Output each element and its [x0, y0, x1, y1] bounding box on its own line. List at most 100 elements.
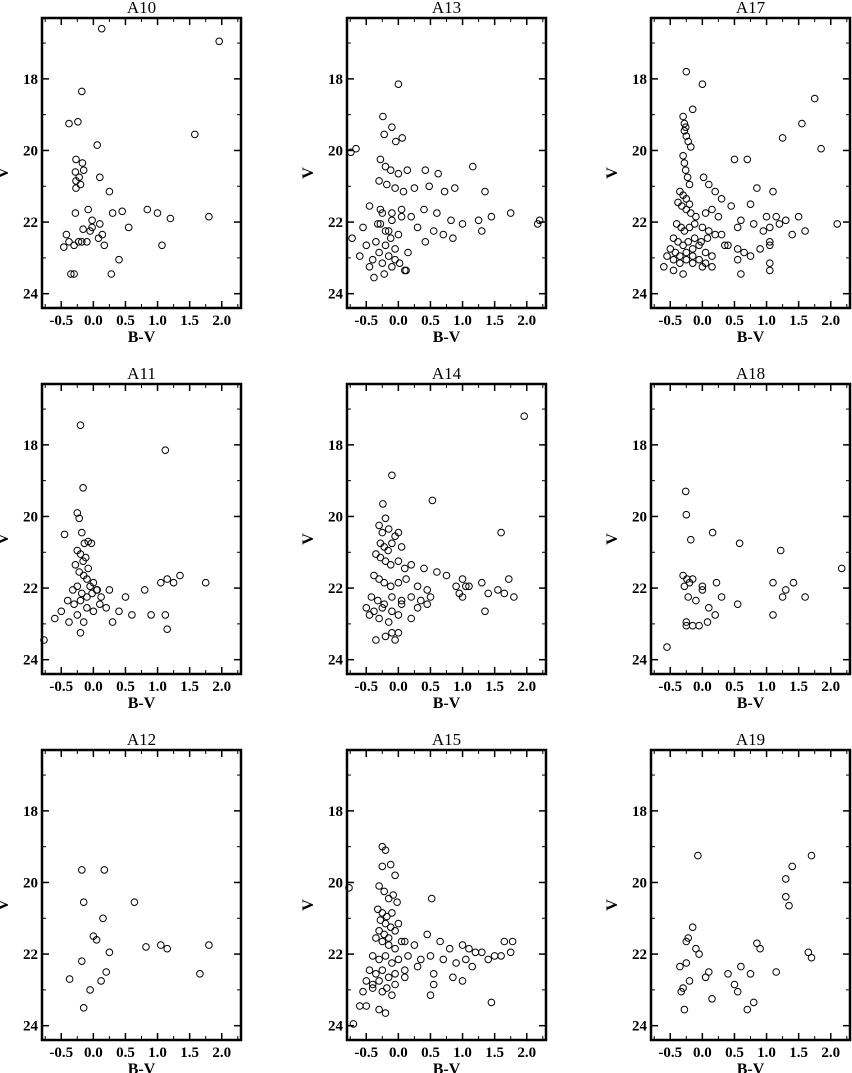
data-point [733, 255, 742, 264]
y-tick-label: 20 [23, 875, 38, 891]
data-point [753, 939, 761, 948]
data-point [429, 227, 438, 235]
data-point [375, 1005, 383, 1014]
data-point [694, 851, 702, 860]
x-axis-label: B-V [128, 329, 156, 346]
data-point [410, 941, 419, 949]
panel-a10: A10 -0.5 0.0 0.5 1.0 1.5 2.0 18 20 22 24 B-V V [0, 0, 243, 346]
data-point [420, 564, 428, 573]
data-point [692, 596, 700, 605]
data-point [683, 173, 692, 182]
y-tick-label: 22 [632, 947, 647, 963]
data-point [102, 968, 110, 976]
x-tick-label: 2.0 [821, 313, 840, 329]
data-point [688, 575, 697, 583]
data-point [92, 936, 101, 944]
data-point [500, 589, 509, 598]
data-point [391, 255, 399, 264]
data-point [766, 241, 774, 250]
data-point [817, 144, 825, 153]
data-point [51, 614, 59, 623]
x-tick-label: 0.0 [693, 679, 712, 695]
x-tick-label: 1.5 [789, 313, 808, 329]
data-point [766, 223, 774, 232]
data-point [196, 970, 204, 978]
data-point [676, 962, 684, 971]
data-point [105, 187, 114, 196]
data-point [703, 618, 712, 626]
data-point [88, 589, 96, 598]
data-point [394, 955, 403, 964]
data-point [367, 593, 376, 601]
data-point [782, 875, 790, 883]
data-point [669, 255, 678, 264]
x-tick-label: 2.0 [212, 679, 231, 695]
data-point [682, 205, 691, 214]
data-point [142, 943, 150, 951]
data-point [733, 223, 742, 232]
data-point [375, 882, 383, 890]
data-point [372, 636, 380, 644]
data-point [772, 212, 781, 221]
y-tick-label: 24 [328, 1019, 344, 1035]
data-point [712, 578, 721, 587]
data-point [749, 998, 758, 1007]
data-point [680, 119, 689, 128]
x-tick-label: 0.0 [389, 679, 408, 695]
data-point [78, 957, 86, 966]
x-tick-label: 0.0 [84, 679, 103, 695]
x-tick-label: 0.0 [693, 1045, 712, 1061]
data-point [733, 987, 742, 996]
data-point [743, 1005, 752, 1014]
y-tick-label: 20 [23, 143, 38, 159]
data-point [487, 998, 496, 1007]
y-axis-label: V [0, 533, 12, 545]
data-point [166, 214, 175, 223]
x-tick-label: 1.0 [148, 313, 167, 329]
data-point [78, 238, 86, 246]
data-point [115, 607, 123, 616]
data-point [368, 984, 377, 992]
data-point [72, 184, 80, 192]
data-point [74, 118, 82, 126]
data-point [386, 234, 395, 242]
data-point [102, 604, 110, 612]
x-tick-label: 1.0 [453, 679, 472, 695]
data-point [660, 263, 668, 271]
x-tick-label: 1.5 [485, 313, 504, 329]
x-tick-label: 0.0 [693, 313, 712, 329]
data-point [682, 618, 691, 626]
data-point [695, 950, 703, 958]
data-point [378, 937, 387, 946]
data-point [440, 187, 449, 196]
panel-title: A13 [432, 0, 461, 17]
data-point [370, 273, 378, 282]
data-point [105, 586, 114, 594]
data-point [352, 144, 360, 153]
data-point [724, 970, 732, 978]
data-point [376, 155, 385, 164]
data-point [376, 916, 385, 924]
data-point [75, 514, 83, 523]
data-point [447, 216, 455, 225]
data-point [410, 184, 419, 192]
data-point [426, 952, 435, 960]
data-point [698, 263, 707, 271]
data-point [695, 241, 703, 250]
panel-title: A12 [127, 730, 156, 749]
data-point [84, 564, 92, 573]
data-point [397, 596, 406, 605]
data-point [401, 564, 409, 573]
data-point [71, 561, 80, 569]
data-point [401, 937, 409, 946]
data-point [680, 1005, 689, 1014]
data-point [433, 209, 441, 217]
data-point [348, 234, 356, 242]
data-point [378, 909, 387, 917]
data-point [381, 557, 390, 566]
y-axis-label: V [0, 167, 12, 179]
x-tick-label: 2.0 [212, 313, 231, 329]
data-point [458, 575, 467, 583]
data-point [118, 207, 126, 216]
data-point [458, 220, 467, 228]
